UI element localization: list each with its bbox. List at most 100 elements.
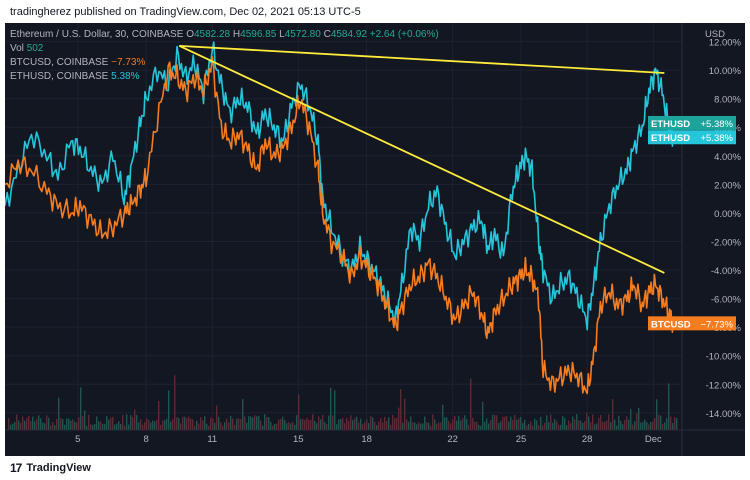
y-axis-unit: USD bbox=[705, 29, 725, 40]
volume-bar bbox=[406, 419, 408, 430]
x-tick-label: 28 bbox=[582, 434, 593, 445]
volume-bar bbox=[294, 424, 296, 430]
volume-bar bbox=[476, 421, 478, 430]
volume-bar bbox=[402, 422, 404, 430]
volume-bar bbox=[592, 414, 594, 430]
volume-bar bbox=[320, 419, 322, 430]
volume-bar bbox=[382, 422, 384, 430]
volume-bar bbox=[310, 420, 312, 430]
volume-bar bbox=[546, 415, 548, 430]
volume-bar bbox=[580, 420, 582, 430]
volume-bar bbox=[452, 419, 454, 430]
volume-bar bbox=[648, 424, 650, 430]
volume-bar bbox=[444, 417, 446, 430]
volume-bar bbox=[212, 418, 214, 430]
volume-bar bbox=[78, 417, 80, 430]
volume-bar bbox=[64, 424, 66, 430]
legend-main-title: Ethereum / U.S. Dollar, 30, COINBASE O45… bbox=[10, 29, 439, 40]
volume-bar bbox=[202, 420, 204, 430]
trendline-1[interactable] bbox=[179, 44, 665, 74]
volume-bar bbox=[394, 418, 396, 430]
volume-bar bbox=[38, 415, 40, 430]
volume-bar bbox=[262, 425, 264, 430]
volume-bar bbox=[56, 419, 58, 430]
volume-bar bbox=[602, 421, 604, 430]
series-line-ethusd bbox=[4, 41, 674, 331]
volume-bar bbox=[84, 410, 86, 430]
volume-bar bbox=[120, 423, 122, 430]
volume-bar bbox=[148, 419, 150, 430]
volume-bar bbox=[492, 414, 494, 430]
volume-bar bbox=[290, 423, 292, 430]
volume-bar bbox=[204, 416, 206, 430]
price-label-btcusd bbox=[648, 316, 736, 331]
chart-panel[interactable]: 12.00%10.00%8.00%6.00%4.00%2.00%0.00%-2.… bbox=[4, 23, 745, 456]
volume-bar bbox=[566, 425, 568, 430]
volume-bar bbox=[106, 416, 108, 430]
volume-bar bbox=[496, 415, 498, 430]
volume-bar bbox=[74, 421, 76, 430]
volume-bar bbox=[522, 423, 524, 430]
volume-bar bbox=[264, 414, 266, 430]
volume-bar bbox=[388, 417, 390, 430]
legend-series-name: ETHUSD, COINBASE bbox=[10, 71, 111, 82]
volume-bar bbox=[194, 425, 196, 430]
volume-bar bbox=[62, 418, 64, 430]
volume-bar bbox=[288, 422, 290, 430]
volume-bar bbox=[558, 424, 560, 430]
volume-bar bbox=[126, 414, 128, 430]
volume-bar bbox=[440, 422, 442, 430]
y-tick-label: -4.00% bbox=[711, 266, 742, 277]
volume-bar bbox=[554, 418, 556, 430]
volume-bar bbox=[118, 421, 120, 430]
chart-svg[interactable]: 12.00%10.00%8.00%6.00%4.00%2.00%0.00%-2.… bbox=[4, 23, 745, 456]
volume-bar bbox=[626, 416, 628, 430]
volume-bar bbox=[252, 417, 254, 430]
volume-bar bbox=[344, 423, 346, 430]
volume-bar bbox=[168, 390, 170, 430]
volume-bar bbox=[30, 421, 32, 430]
volume-bar bbox=[658, 414, 660, 430]
volume-bar bbox=[556, 421, 558, 430]
price-label-symbol: ETHUSD bbox=[651, 133, 690, 144]
volume-bar bbox=[330, 387, 332, 430]
y-tick-label: -14.00% bbox=[706, 409, 742, 420]
volume-bar bbox=[668, 383, 670, 430]
volume-bar bbox=[230, 415, 232, 430]
volume-bar bbox=[598, 417, 600, 430]
volume-bar bbox=[132, 417, 134, 430]
volume-bar bbox=[528, 423, 530, 430]
volume-bar bbox=[578, 420, 580, 430]
legend-volume-value: 502 bbox=[27, 43, 44, 54]
volume-bar bbox=[488, 423, 490, 430]
volume-bar bbox=[276, 423, 278, 430]
volume-bar bbox=[650, 422, 652, 430]
volume-bar bbox=[372, 417, 374, 430]
volume-bar bbox=[44, 423, 46, 430]
trendline-2[interactable] bbox=[178, 45, 665, 274]
price-label-value: +5.38% bbox=[701, 133, 734, 144]
volume-bar bbox=[104, 423, 106, 430]
trendlines[interactable] bbox=[178, 44, 665, 274]
volume-bar bbox=[570, 423, 572, 430]
y-tick-label: 4.00% bbox=[714, 152, 741, 163]
volume-bar bbox=[674, 417, 676, 430]
x-axis[interactable]: 5 8 11 15 18 22 25 28 Dec bbox=[5, 429, 745, 445]
volume-bar bbox=[470, 378, 472, 430]
volume-bar bbox=[520, 417, 522, 430]
price-label-value: −7.73% bbox=[701, 319, 734, 330]
volume-bar bbox=[240, 419, 242, 430]
volume-bar bbox=[198, 423, 200, 430]
volume-bar bbox=[618, 415, 620, 430]
volume-bar bbox=[676, 418, 678, 430]
volume-bar bbox=[302, 418, 304, 430]
volume-bar bbox=[16, 414, 18, 430]
volume-bar bbox=[612, 399, 614, 430]
volume-bar bbox=[500, 421, 502, 430]
volume-bar bbox=[124, 425, 126, 430]
volume-bar bbox=[392, 414, 394, 430]
volume-bar bbox=[218, 416, 220, 430]
volume-bar bbox=[536, 420, 538, 430]
volume-bar bbox=[42, 422, 44, 430]
volume-bar bbox=[576, 414, 578, 430]
